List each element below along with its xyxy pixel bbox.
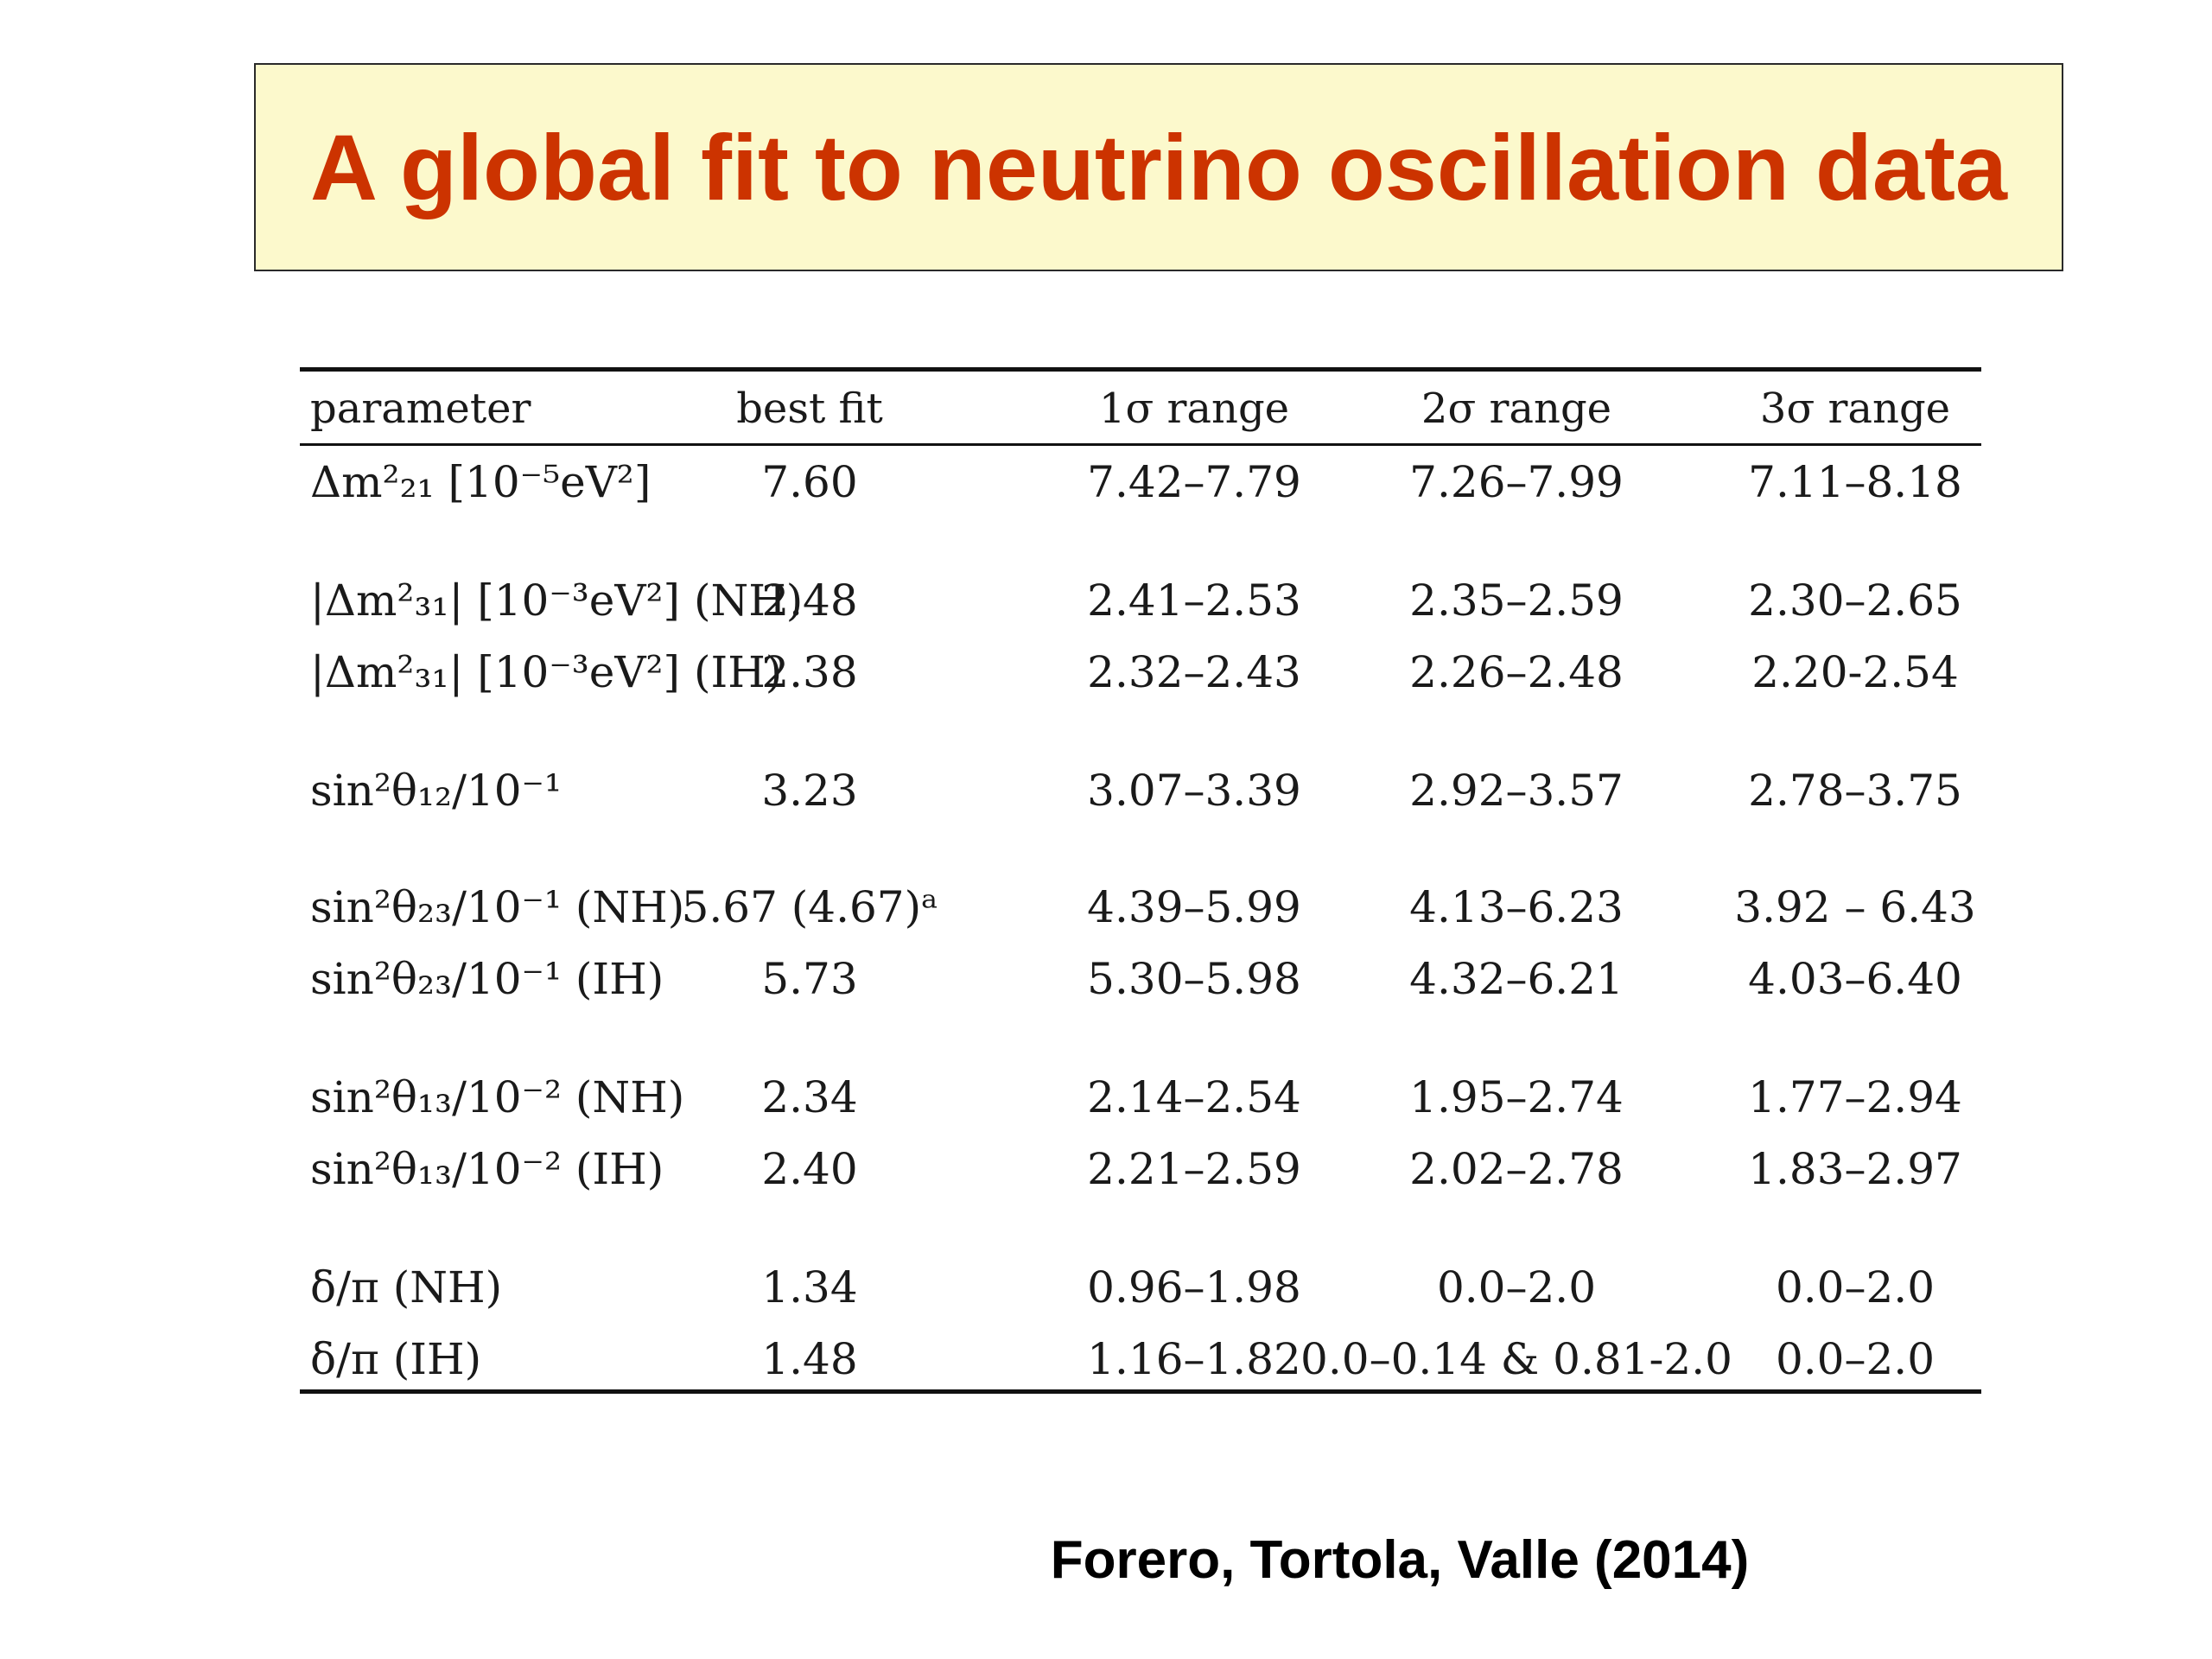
range-3sigma-cell: 0.0–2.0	[1775, 1262, 1936, 1313]
range-1sigma-cell: 2.21–2.59	[1087, 1144, 1301, 1194]
range-1sigma-cell: 7.42–7.79	[1087, 457, 1301, 507]
param-cell: δ/π (IH)	[310, 1334, 482, 1384]
param-cell: sin²θ₂₃/10⁻¹ (NH)	[310, 882, 685, 932]
range-2sigma-cell: 1.95–2.74	[1409, 1072, 1624, 1122]
range-1sigma-cell: 4.39–5.99	[1087, 882, 1301, 932]
header-best-fit: best fit	[736, 385, 883, 433]
citation: Forero, Tortola, Valle (2014)	[1050, 1530, 1750, 1590]
title-box: A global fit to neutrino oscillation dat…	[254, 63, 2063, 271]
header-parameter: parameter	[310, 385, 531, 433]
range-1sigma-cell: 2.14–2.54	[1087, 1072, 1301, 1122]
table-row: |Δm²₃₁| [10⁻³eV²] (IH) 2.38 2.32–2.43 2.…	[300, 638, 1981, 707]
table-row: |Δm²₃₁| [10⁻³eV²] (NH) 2.48 2.41–2.53 2.…	[300, 566, 1981, 635]
best-fit-cell: 7.60	[761, 457, 858, 507]
table-row: δ/π (IH) 1.48 1.16–1.82 0.0–0.14 & 0.81-…	[300, 1325, 1981, 1394]
table-row: sin²θ₁₃/10⁻² (NH) 2.34 2.14–2.54 1.95–2.…	[300, 1063, 1981, 1132]
range-2sigma-cell: 2.26–2.48	[1409, 647, 1624, 697]
param-cell: sin²θ₁₂/10⁻¹	[310, 766, 562, 816]
param-cell: sin²θ₁₃/10⁻² (NH)	[310, 1072, 685, 1122]
best-fit-cell: 1.34	[761, 1262, 858, 1313]
best-fit-cell: 2.38	[761, 647, 858, 697]
best-fit-cell: 5.73	[761, 954, 858, 1004]
best-fit-cell: 5.67 (4.67)ᵃ	[681, 882, 938, 932]
range-3sigma-cell: 2.30–2.65	[1748, 575, 1962, 626]
header-3sigma: 3σ range	[1759, 385, 1951, 433]
table-row: sin²θ₁₂/10⁻¹ 3.23 3.07–3.39 2.92–3.57 2.…	[300, 756, 1981, 825]
range-1sigma-cell: 3.07–3.39	[1087, 766, 1301, 816]
range-1sigma-cell: 2.32–2.43	[1087, 647, 1301, 697]
range-3sigma-cell: 2.78–3.75	[1748, 766, 1962, 816]
range-3sigma-cell: 7.11–8.18	[1748, 457, 1962, 507]
range-1sigma-cell: 5.30–5.98	[1087, 954, 1301, 1004]
table-row: sin²θ₁₃/10⁻² (IH) 2.40 2.21–2.59 2.02–2.…	[300, 1135, 1981, 1204]
range-3sigma-cell: 4.03–6.40	[1748, 954, 1962, 1004]
header-1sigma: 1σ range	[1098, 385, 1290, 433]
table-row: δ/π (NH) 1.34 0.96–1.98 0.0–2.0 0.0–2.0	[300, 1253, 1981, 1322]
table-top-rule	[300, 367, 1981, 372]
param-cell: |Δm²₃₁| [10⁻³eV²] (IH)	[310, 647, 783, 697]
slide-title: A global fit to neutrino oscillation dat…	[310, 115, 2007, 219]
table-bottom-rule	[300, 1389, 1981, 1394]
param-cell: sin²θ₂₃/10⁻¹ (IH)	[310, 954, 664, 1004]
range-2sigma-cell: 2.02–2.78	[1409, 1144, 1624, 1194]
best-fit-cell: 2.40	[761, 1144, 858, 1194]
range-3sigma-cell: 1.77–2.94	[1748, 1072, 1962, 1122]
param-cell: |Δm²₃₁| [10⁻³eV²] (NH)	[310, 575, 804, 626]
table-row: sin²θ₂₃/10⁻¹ (IH) 5.73 5.30–5.98 4.32–6.…	[300, 944, 1981, 1014]
table-row: Δm²₂₁ [10⁻⁵eV²] 7.60 7.42–7.79 7.26–7.99…	[300, 448, 1981, 517]
range-2sigma-cell: 0.0–0.14 & 0.81-2.0	[1300, 1334, 1732, 1384]
best-fit-cell: 1.48	[761, 1334, 858, 1384]
header-2sigma: 2σ range	[1421, 385, 1612, 433]
range-2sigma-cell: 7.26–7.99	[1409, 457, 1624, 507]
range-3sigma-cell: 3.92 – 6.43	[1734, 882, 1976, 932]
table-row: sin²θ₂₃/10⁻¹ (NH) 5.67 (4.67)ᵃ 4.39–5.99…	[300, 873, 1981, 942]
range-1sigma-cell: 2.41–2.53	[1087, 575, 1301, 626]
table-header-row: parameter best fit 1σ range 2σ range 3σ …	[300, 374, 1981, 443]
range-2sigma-cell: 0.0–2.0	[1436, 1262, 1597, 1313]
range-3sigma-cell: 0.0–2.0	[1775, 1334, 1936, 1384]
table-header-rule	[300, 443, 1981, 446]
range-3sigma-cell: 2.20-2.54	[1751, 647, 1959, 697]
range-1sigma-cell: 1.16–1.82	[1087, 1334, 1301, 1384]
range-2sigma-cell: 2.92–3.57	[1409, 766, 1624, 816]
best-fit-cell: 2.48	[761, 575, 858, 626]
best-fit-cell: 2.34	[761, 1072, 858, 1122]
range-1sigma-cell: 0.96–1.98	[1087, 1262, 1301, 1313]
best-fit-cell: 3.23	[761, 766, 858, 816]
range-2sigma-cell: 4.13–6.23	[1409, 882, 1624, 932]
param-cell: Δm²₂₁ [10⁻⁵eV²]	[310, 457, 652, 507]
range-2sigma-cell: 4.32–6.21	[1409, 954, 1624, 1004]
range-2sigma-cell: 2.35–2.59	[1409, 575, 1624, 626]
param-cell: δ/π (NH)	[310, 1262, 503, 1313]
param-cell: sin²θ₁₃/10⁻² (IH)	[310, 1144, 664, 1194]
range-3sigma-cell: 1.83–2.97	[1748, 1144, 1962, 1194]
